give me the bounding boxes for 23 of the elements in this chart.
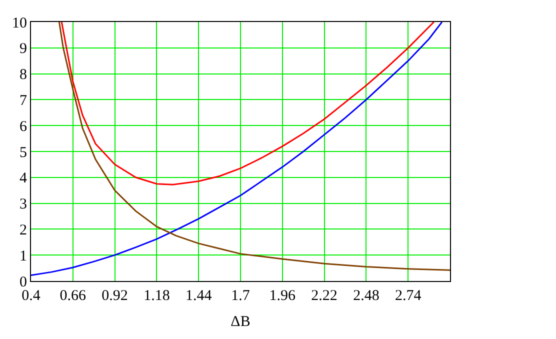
y-tick-label: 0 [20,274,27,290]
x-axis-title: ΔB [230,314,250,330]
x-tick-label: 0.4 [22,288,41,304]
y-tick-label: 6 [20,118,28,135]
x-tick-label: 2.22 [311,288,338,304]
x-tick-label: 1.18 [144,288,170,304]
y-tick-label: 5 [20,144,27,161]
line-series [60,22,435,186]
y-tick-label: 1 [20,248,27,264]
x-tick-label: 1.7 [231,288,250,304]
x-tick-label: 1.44 [185,288,212,304]
y-tick-label: 8 [20,67,27,84]
x-tick-label: 1.96 [269,288,296,304]
y-tick-label: 7 [20,92,28,109]
y-tick-label: 9 [20,41,27,58]
x-tick-label: 2.48 [353,288,380,304]
y-tick-label: 2 [20,222,27,238]
y-tick-label: 3 [20,196,27,213]
x-tick-label: 0.66 [60,288,87,304]
y-tick-label: 10 [12,15,27,32]
y-tick-label: 4 [20,170,28,187]
x-tick-label: 0.92 [102,288,128,304]
x-tick-label: 2.74 [394,288,422,304]
